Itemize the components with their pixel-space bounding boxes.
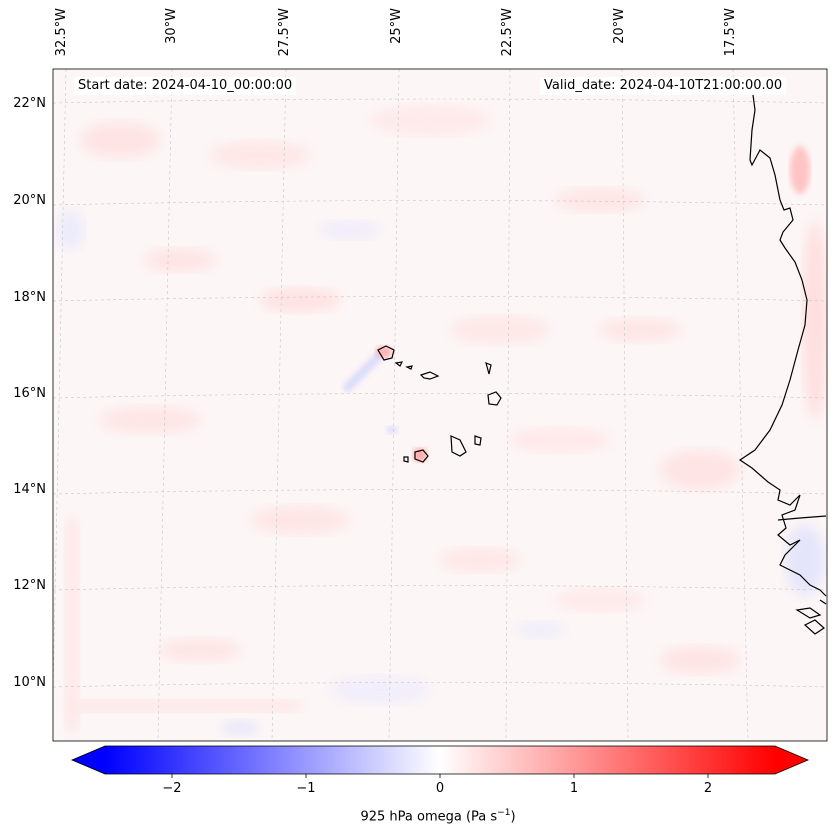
colorbar bbox=[70, 745, 810, 778]
coastline bbox=[738, 94, 827, 635]
lat-label: 18°N bbox=[13, 290, 46, 305]
lat-label: 12°N bbox=[13, 578, 46, 593]
lat-label: 10°N bbox=[13, 675, 46, 690]
islands bbox=[377, 345, 502, 463]
lat-label: 22°N bbox=[13, 96, 46, 111]
start-date-label: Start date: 2024-04-10_00:00:00 bbox=[74, 77, 297, 95]
colorbar-label-close: ) bbox=[510, 809, 516, 825]
colorbar-tick-label: −2 bbox=[162, 781, 182, 796]
lon-label: 22.5°W bbox=[500, 8, 515, 57]
lon-label: 30°W bbox=[164, 8, 179, 44]
gridlines bbox=[53, 69, 827, 741]
colorbar-tick-label: 0 bbox=[435, 781, 445, 796]
lat-label: 16°N bbox=[13, 386, 46, 401]
colorbar-label: 925 hPa omega (Pa s−1) bbox=[0, 808, 837, 824]
lon-label: 27.5°W bbox=[277, 8, 292, 57]
lon-label: 17.5°W bbox=[723, 8, 738, 57]
colorbar-tick-label: 2 bbox=[703, 781, 713, 796]
colorbar-label-text: 925 hPa omega (Pa s bbox=[360, 809, 498, 825]
lon-label: 20°W bbox=[612, 8, 627, 44]
omega-field bbox=[56, 105, 827, 736]
valid-date-label: Valid_date: 2024-04-10T21:00:00.00 bbox=[540, 77, 787, 95]
colorbar-tick-label: −1 bbox=[296, 781, 316, 796]
map-panel bbox=[53, 69, 827, 741]
colorbar-label-exponent: −1 bbox=[497, 808, 511, 818]
lon-label: 25°W bbox=[389, 8, 404, 44]
lat-label: 14°N bbox=[13, 482, 46, 497]
lon-label: 32.5°W bbox=[54, 8, 69, 57]
colorbar-tick-label: 1 bbox=[569, 781, 579, 796]
lat-label: 20°N bbox=[13, 193, 46, 208]
